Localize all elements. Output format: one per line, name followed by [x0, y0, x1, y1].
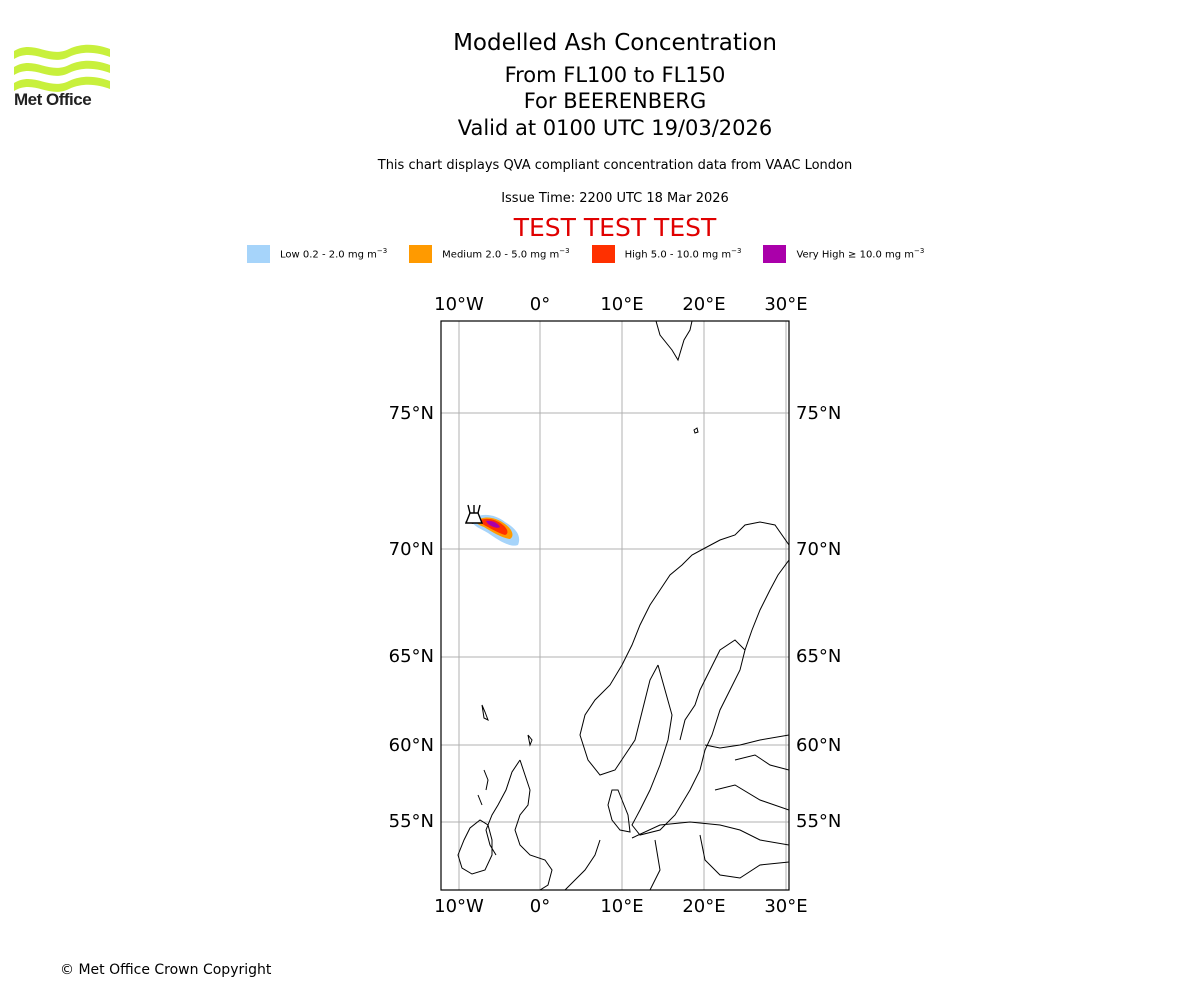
- lon-tick-bottom: 0°: [530, 896, 550, 917]
- lat-tick-right: 70°N: [796, 539, 841, 560]
- lat-tick-right: 55°N: [796, 811, 841, 832]
- map-frame: [440, 320, 790, 891]
- lat-tick-right: 75°N: [796, 403, 841, 424]
- legend-swatch-medium: [409, 245, 433, 263]
- lat-tick-left: 60°N: [389, 735, 434, 756]
- volcano-icon: [464, 504, 484, 524]
- chart-title: Modelled Ash Concentration: [453, 30, 777, 56]
- map-grid: [441, 321, 789, 890]
- issue-time: Issue Time: 2200 UTC 18 Mar 2026: [501, 191, 729, 206]
- lat-tick-left: 70°N: [389, 539, 434, 560]
- lon-tick-bottom: 10°E: [600, 896, 643, 917]
- lon-tick-top: 10°E: [600, 294, 643, 315]
- met-office-logo-icon: [14, 44, 110, 92]
- legend-item-very-high: Very High ≥ 10.0 mg m−3: [763, 245, 924, 263]
- valid-time: Valid at 0100 UTC 19/03/2026: [457, 116, 773, 140]
- ash-plume: [472, 514, 520, 546]
- lon-tick-top: 30°E: [764, 294, 807, 315]
- flight-levels: From FL100 to FL150: [504, 63, 726, 87]
- legend-item-low: Low 0.2 - 2.0 mg m−3: [247, 245, 387, 263]
- legend-label-high: High 5.0 - 10.0 mg m: [624, 249, 732, 261]
- copyright: © Met Office Crown Copyright: [60, 962, 272, 978]
- coastlines: [457, 321, 789, 890]
- lon-tick-bottom: 20°E: [682, 896, 725, 917]
- volcano-name: For BEERENBERG: [523, 89, 707, 113]
- legend-swatch-very-high: [763, 245, 787, 263]
- lon-tick-top: 0°: [530, 294, 550, 315]
- legend-label-medium: Medium 2.0 - 5.0 mg m: [442, 249, 560, 261]
- lon-tick-bottom: 30°E: [764, 896, 807, 917]
- chart-description: This chart displays QVA compliant concen…: [377, 158, 853, 173]
- legend-item-high: High 5.0 - 10.0 mg m−3: [591, 245, 741, 263]
- lon-ticks-bottom: 10°W 0° 10°E 20°E 30°E: [434, 896, 807, 917]
- lon-tick-bottom: 10°W: [434, 896, 484, 917]
- legend-label-low: Low 0.2 - 2.0 mg m: [280, 249, 377, 261]
- legend: Low 0.2 - 2.0 mg m−3 Medium 2.0 - 5.0 mg…: [247, 244, 946, 264]
- logo-text: Met Office: [14, 90, 92, 109]
- legend-item-medium: Medium 2.0 - 5.0 mg m−3: [409, 245, 570, 263]
- lat-tick-left: 65°N: [389, 646, 434, 667]
- lat-tick-right: 60°N: [796, 735, 841, 756]
- lon-tick-top: 20°E: [682, 294, 725, 315]
- lat-tick-left: 55°N: [389, 811, 434, 832]
- lat-tick-right: 65°N: [796, 646, 841, 667]
- lon-ticks-top: 10°W 0° 10°E 20°E 30°E: [434, 294, 807, 315]
- legend-label-very-high: Very High ≥ 10.0 mg m: [796, 249, 915, 261]
- lat-tick-left: 75°N: [389, 403, 434, 424]
- legend-swatch-low: [247, 245, 270, 263]
- legend-swatch-high: [591, 245, 615, 263]
- lat-ticks-left: 75°N 70°N 65°N 60°N 55°N: [389, 403, 434, 832]
- lat-ticks-right: 75°N 70°N 65°N 60°N 55°N: [796, 403, 841, 832]
- lon-tick-top: 10°W: [434, 294, 484, 315]
- test-banner: TEST TEST TEST: [513, 213, 717, 242]
